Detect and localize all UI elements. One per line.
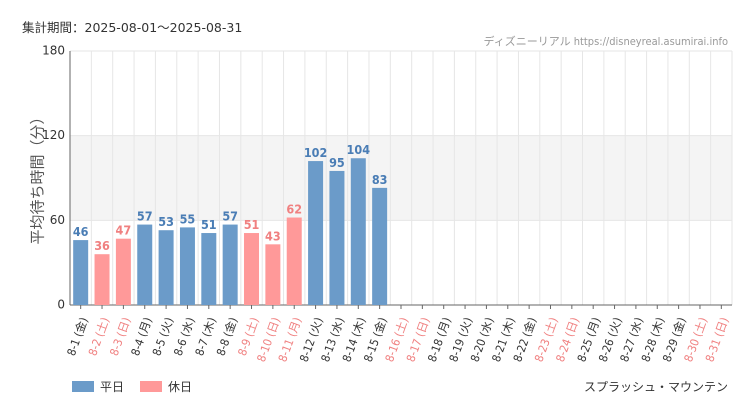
- bar-8-7: [201, 233, 217, 305]
- bar-8-9: [244, 233, 260, 305]
- bar-8-14: [350, 158, 366, 305]
- data-label: 46: [73, 224, 89, 239]
- attraction-label: スプラッシュ・マウンテン: [583, 380, 728, 394]
- legend-label-holiday: 休日: [168, 380, 193, 394]
- bar-layer: [73, 158, 388, 305]
- data-label: 51: [201, 217, 217, 232]
- y-tick-label: 180: [42, 44, 65, 58]
- bar-8-1: [73, 240, 89, 305]
- y-axis-title: 平均待ち時間（分）: [29, 109, 47, 244]
- data-label: 51: [244, 217, 260, 232]
- bar-8-13: [329, 170, 345, 305]
- y-tick-label: 0: [57, 298, 65, 312]
- data-label: 47: [116, 223, 132, 238]
- legend-label-weekday: 平日: [100, 380, 125, 394]
- tick-layer: 8-1 (金)8-2 (土)8-3 (日)8-4 (月)8-5 (火)8-6 (…: [64, 305, 731, 364]
- data-label: 55: [180, 211, 196, 226]
- bar-8-11: [286, 217, 302, 305]
- data-label: 57: [137, 209, 153, 224]
- grid-layer: [69, 50, 733, 305]
- data-label: 53: [158, 214, 174, 229]
- data-label: 43: [265, 228, 281, 243]
- bar-8-6: [179, 227, 195, 305]
- period-label: 集計期間：2025-08-01～2025-08-31: [22, 20, 243, 35]
- legend-swatch-weekday: [72, 381, 94, 392]
- data-label: 62: [286, 202, 302, 217]
- data-label: 102: [304, 145, 327, 160]
- band-layer: [70, 135, 732, 221]
- bar-8-8: [222, 224, 238, 305]
- bar-8-15: [372, 187, 388, 305]
- legend-item-weekday: 平日: [72, 378, 124, 395]
- bar-8-12: [308, 161, 324, 305]
- legend: 平日 休日: [72, 378, 208, 395]
- data-label: 36: [94, 238, 110, 253]
- bar-8-3: [115, 238, 131, 305]
- y-tick-label: 120: [42, 128, 65, 142]
- bar-8-2: [94, 254, 110, 305]
- data-label: 83: [372, 172, 388, 187]
- source-label: ディズニーリアル https://disneyreal.asumirai.inf…: [483, 35, 728, 48]
- bar-8-4: [137, 224, 153, 305]
- legend-swatch-holiday: [140, 381, 163, 392]
- data-label: 95: [329, 155, 345, 170]
- data-label: 57: [222, 209, 238, 224]
- legend-item-holiday: 休日: [140, 378, 192, 395]
- bar-8-5: [158, 230, 174, 305]
- data-label: 104: [347, 142, 371, 157]
- shaded-band: [70, 135, 732, 221]
- y-tick-label: 60: [50, 213, 65, 227]
- bar-8-10: [265, 244, 281, 305]
